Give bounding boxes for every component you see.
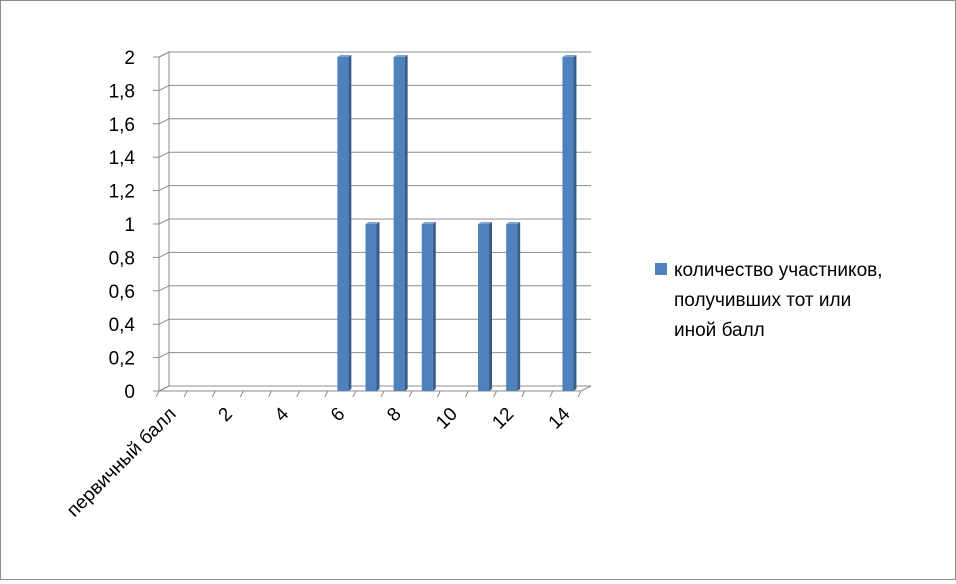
x-tick-mark: [352, 390, 357, 398]
x-tick-mark: [296, 390, 301, 398]
bar: [337, 55, 352, 391]
x-tick-mark: [239, 390, 244, 398]
x-tick-label: 6: [327, 404, 349, 426]
x-tick-label: 12: [488, 404, 518, 434]
bar-top: [562, 55, 577, 57]
gridlines: [153, 51, 591, 392]
y-tick-label: 0,8: [109, 248, 135, 269]
bar-side: [573, 55, 577, 391]
bar-side: [404, 55, 408, 391]
y-tick-label: 1,4: [109, 148, 136, 169]
x-tick-label: 4: [271, 403, 294, 426]
y-tick-label: 2: [124, 48, 135, 69]
bar-top: [393, 55, 408, 57]
x-tick-mark: [155, 390, 160, 398]
y-tick-label: 1: [124, 215, 135, 236]
bar: [365, 222, 380, 391]
bar-side: [517, 222, 521, 391]
gridline-diagonal: [158, 285, 170, 292]
bar-front: [393, 57, 405, 391]
x-tick-mark: [521, 390, 526, 398]
bar-side: [376, 222, 380, 391]
x-tick-mark: [577, 390, 582, 398]
x-axis-tick-labels: первичный балл 2 4 6 8 10 12 14: [63, 390, 582, 522]
gridline-diagonal: [158, 352, 170, 359]
bar-front: [365, 224, 377, 391]
x-tick-label: 10: [432, 404, 462, 434]
x-tick-mark: [268, 390, 272, 398]
bar-front: [421, 224, 433, 391]
x-tick-label: 2: [215, 404, 237, 426]
bar-top: [506, 222, 521, 224]
bar-side: [432, 222, 436, 391]
gridline-diagonal: [158, 218, 170, 225]
y-tick-label: 0: [124, 382, 135, 403]
x-tick-mark: [493, 390, 498, 398]
x-tick-mark: [436, 390, 441, 398]
bar-top: [365, 222, 380, 224]
x-tick-mark: [465, 390, 469, 398]
y-tick-label: 1,6: [109, 115, 135, 136]
gridline-diagonal: [158, 318, 170, 325]
x-tick-mark: [549, 390, 554, 398]
bar-top: [421, 222, 436, 224]
y-axis-tick-labels: 0 0,2 0,4 0,6 0,8 1 1,2 1,4 1,6 1,8 2: [109, 48, 136, 403]
y-tick-label: 0,6: [109, 282, 135, 303]
bar-front: [337, 57, 349, 391]
x-tick-mark: [183, 390, 188, 398]
bar-side: [348, 55, 352, 391]
x-tick-label: 14: [545, 403, 575, 433]
gridline-diagonal: [158, 84, 170, 91]
x-tick-mark: [408, 390, 413, 398]
bar-front: [478, 224, 490, 391]
bar-top: [337, 55, 352, 57]
gridline-diagonal: [158, 51, 170, 58]
gridline-diagonal: [158, 251, 170, 258]
legend-label: количество участников,: [674, 260, 883, 281]
x-tick-mark: [211, 390, 216, 398]
gridline-diagonal: [158, 151, 170, 158]
bar: [478, 222, 493, 391]
bar-front: [506, 224, 518, 391]
legend-label: иной балл: [674, 320, 765, 341]
gridline-diagonal: [158, 118, 170, 125]
y-tick-label: 0,4: [109, 315, 136, 336]
legend-label: получивших тот или: [674, 290, 851, 311]
bar: [562, 55, 577, 391]
x-tick-mark: [380, 390, 385, 398]
y-tick-label: 0,2: [109, 349, 135, 370]
x-tick-mark: [324, 390, 329, 398]
bar: [421, 222, 436, 391]
bar-top: [478, 222, 493, 224]
x-tick-label: 8: [383, 404, 405, 426]
bar-side: [489, 222, 493, 391]
y-tick-label: 1,8: [109, 81, 135, 102]
bar: [506, 222, 521, 391]
bar: [393, 55, 408, 391]
legend-swatch: [655, 263, 667, 275]
y-tick-label: 1,2: [109, 182, 135, 203]
x-tick-label: первичный балл: [63, 404, 181, 522]
gridline-diagonal: [158, 185, 170, 192]
bar-front: [562, 57, 574, 391]
legend: количество участников, получивших тот или…: [655, 260, 883, 341]
bars: [337, 55, 577, 391]
